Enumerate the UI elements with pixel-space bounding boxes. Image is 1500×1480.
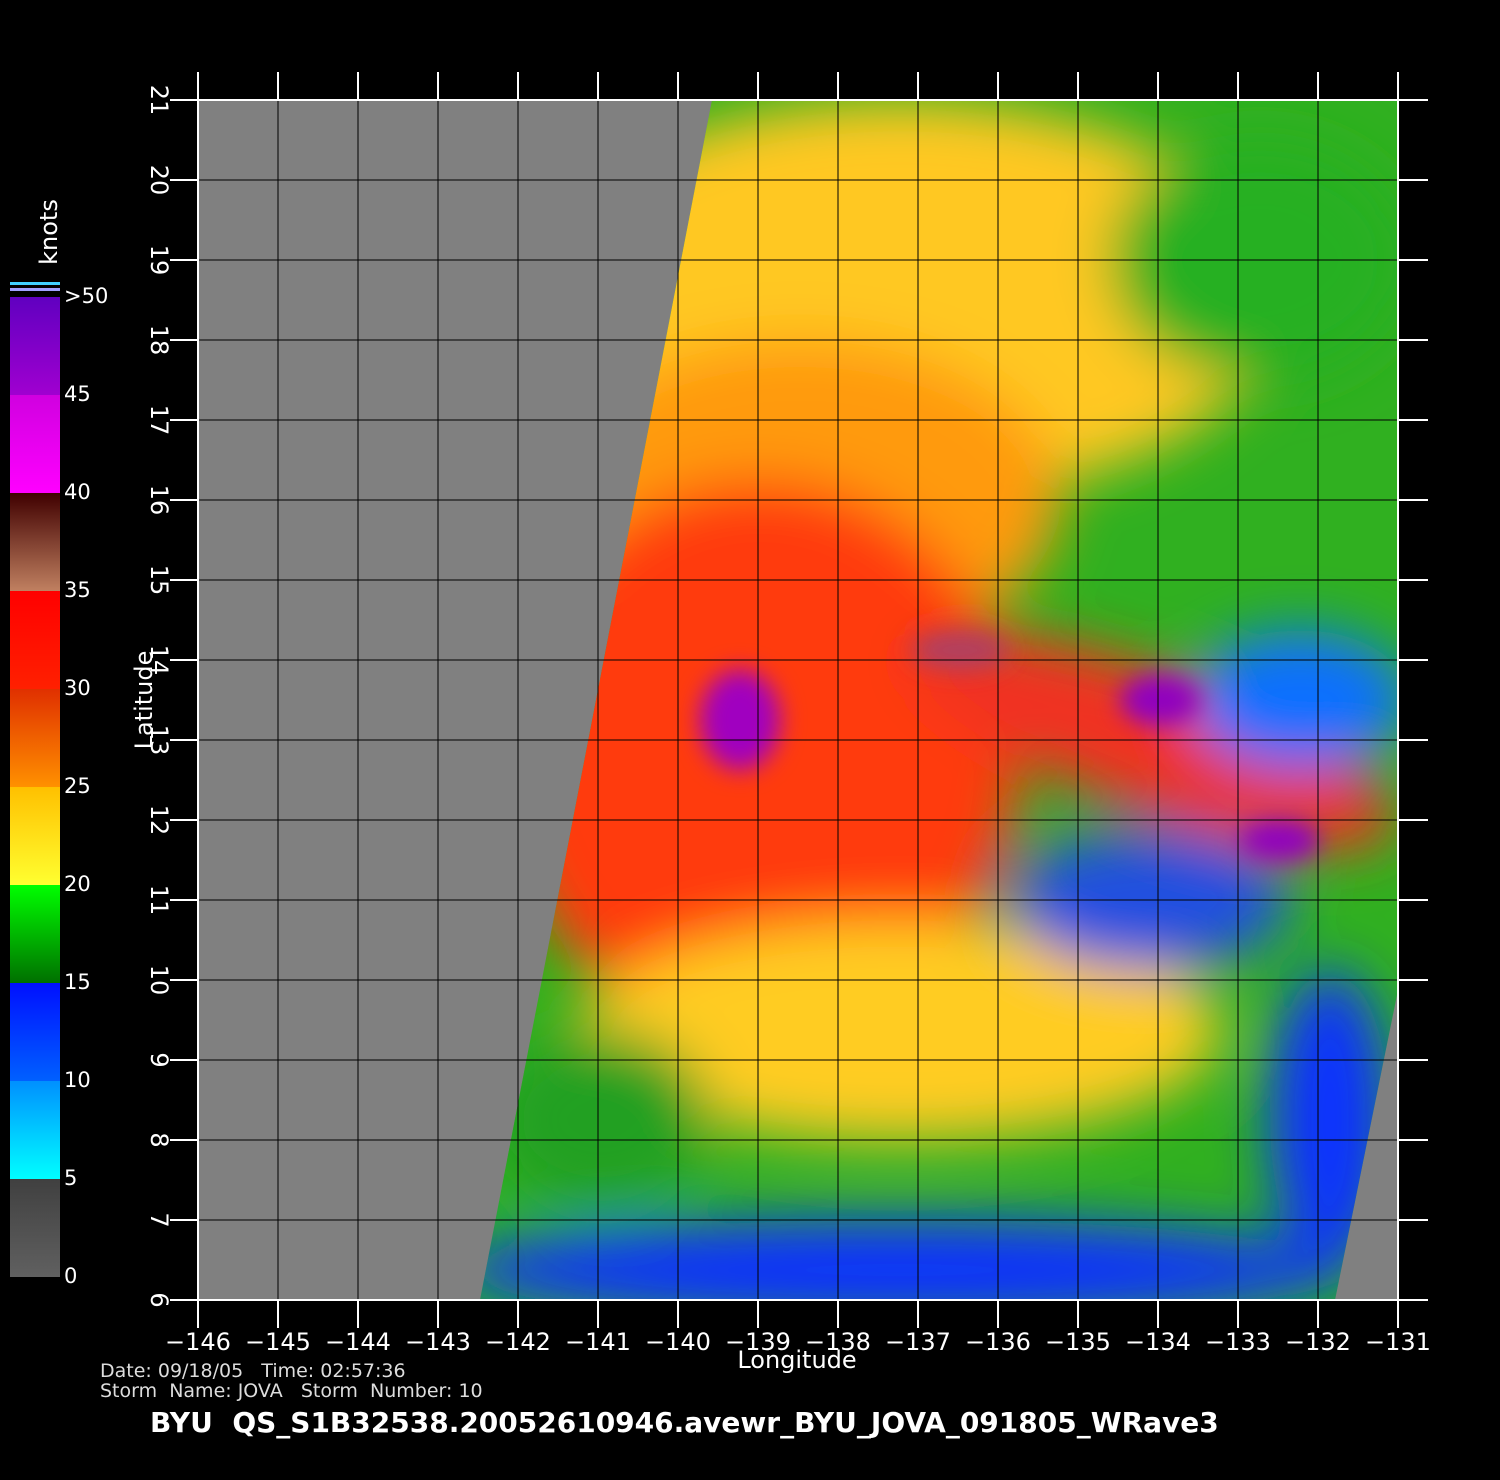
y-tick-label: 18 [145, 325, 173, 356]
colorbar-label: 30 [64, 676, 91, 700]
x-tick-label: −139 [725, 1328, 791, 1356]
colorbar-label: >50 [64, 284, 108, 308]
x-tick-label: −145 [245, 1328, 311, 1356]
colorbar-band [10, 591, 60, 689]
footer-line: Storm Name: JOVA Storm Number: 10 [100, 1380, 483, 1402]
colorbar-band [10, 395, 60, 493]
x-tick-label: −132 [1285, 1328, 1351, 1356]
x-tick-label: −133 [1205, 1328, 1271, 1356]
colorbar-label: 5 [64, 1166, 77, 1190]
y-tick-label: 17 [145, 405, 173, 436]
colorbar: 0 5 10 15 20 25 30 35 40 45 >50 [10, 284, 108, 1288]
colorbar-label: 25 [64, 774, 91, 798]
y-tick-label: 7 [145, 1212, 173, 1227]
y-tick-label: 12 [145, 805, 173, 836]
colorbar-band [10, 1081, 60, 1179]
y-tick-label: 16 [145, 485, 173, 516]
colorbar-band [10, 689, 60, 787]
colorbar-band [10, 493, 60, 591]
y-tick-label: 13 [145, 725, 173, 756]
colorbar-title: knots [35, 199, 63, 265]
y-tick-label: 10 [145, 965, 173, 996]
colorbar-label: 35 [64, 578, 91, 602]
y-axis-label: Latitude [130, 651, 158, 750]
x-tick-label: −138 [805, 1328, 871, 1356]
x-tick-label: −143 [405, 1328, 471, 1356]
colorbar-band [10, 787, 60, 885]
colorbar-label: 10 [64, 1068, 91, 1092]
axes: −146 −145 −144 −143 −142 −141 −140 −139 −138 −137… [145, 72, 1431, 1356]
x-tick-label: −137 [885, 1328, 951, 1356]
colorbar-label: 40 [64, 480, 91, 504]
y-tick-label: 11 [145, 885, 173, 916]
plot-frame [197, 99, 1399, 1301]
colorbar-band [10, 297, 60, 395]
x-tick-label: −135 [1045, 1328, 1111, 1356]
colorbar-label: 45 [64, 382, 91, 406]
colorbar-cap [10, 288, 60, 291]
y-tick-label: 21 [145, 85, 173, 116]
y-tick-label: 19 [145, 245, 173, 276]
y-tick-label: 8 [145, 1132, 173, 1147]
colorbar-band [10, 885, 60, 983]
y-tick-label: 20 [145, 165, 173, 196]
x-tick-label: −136 [965, 1328, 1031, 1356]
x-tick-label: −144 [325, 1328, 391, 1356]
footer-line: Date: 09/18/05 Time: 02:57:36 [100, 1360, 406, 1382]
y-tick-label: 14 [145, 645, 173, 676]
y-tick-label: 6 [145, 1292, 173, 1307]
x-tick-label: −146 [165, 1328, 231, 1356]
colorbar-band [10, 983, 60, 1081]
y-tick-label: 15 [145, 565, 173, 596]
colorbar-label: 15 [64, 970, 91, 994]
colorbar-label: 0 [64, 1264, 77, 1288]
footer-title: BYU QS_S1B32538.20052610946.avewr_BYU_JO… [150, 1406, 1219, 1439]
x-tick-label: −140 [645, 1328, 711, 1356]
colorbar-band [10, 1179, 60, 1277]
x-axis-label: Longitude [737, 1346, 856, 1374]
x-tick-label: −131 [1365, 1328, 1431, 1356]
y-tick-label: 9 [145, 1052, 173, 1067]
colorbar-label: 20 [64, 872, 91, 896]
x-tick-label: −142 [485, 1328, 551, 1356]
x-tick-label: −141 [565, 1328, 631, 1356]
x-tick-label: −134 [1125, 1328, 1191, 1356]
colorbar-cap [10, 282, 60, 285]
